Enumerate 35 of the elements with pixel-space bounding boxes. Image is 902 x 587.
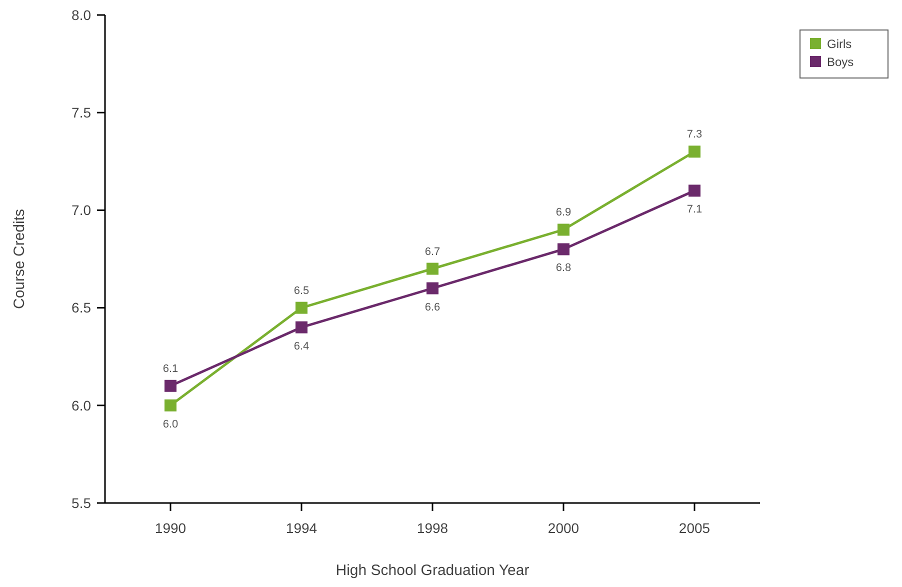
point: [296, 302, 308, 314]
point: [688, 146, 700, 158]
data-label: 6.7: [424, 246, 440, 258]
y-tick-label: 7.0: [72, 202, 92, 218]
y-tick-label: 8.0: [72, 6, 92, 23]
data-label: 6.4: [294, 340, 310, 352]
data-label: 7.3: [686, 128, 702, 141]
data-label: 6.0: [162, 418, 178, 430]
x-tick-label: 2000: [548, 520, 580, 536]
data-label: 6.1: [162, 362, 178, 375]
y-axis-title: Course Credits: [11, 208, 28, 310]
x-tick-label: 1994: [286, 520, 318, 536]
point: [426, 282, 438, 294]
x-tick-label: 2005: [678, 520, 710, 536]
data-label: 7.1: [686, 204, 702, 216]
y-tick-label: 6.5: [72, 300, 92, 316]
point: [558, 224, 570, 236]
y-tick-label: 6.0: [72, 397, 92, 414]
point: [558, 243, 570, 256]
y-tick-label: 5.5: [72, 494, 92, 511]
data-label: 6.8: [556, 262, 572, 274]
point: [164, 399, 176, 412]
x-tick-label: 1998: [416, 520, 448, 536]
data-label: 6.9: [556, 206, 572, 219]
point: [688, 184, 700, 197]
x-tick-label: 1990: [154, 520, 186, 536]
point: [426, 262, 438, 275]
legend-label: Boys: [827, 55, 854, 69]
legend-label: Girls: [827, 37, 852, 51]
data-label: 6.6: [424, 301, 440, 314]
x-axis-title: High School Graduation Year: [336, 562, 530, 579]
data-label: 6.5: [294, 284, 310, 297]
point: [164, 380, 176, 392]
point: [296, 321, 308, 334]
y-tick-label: 7.5: [72, 104, 92, 120]
